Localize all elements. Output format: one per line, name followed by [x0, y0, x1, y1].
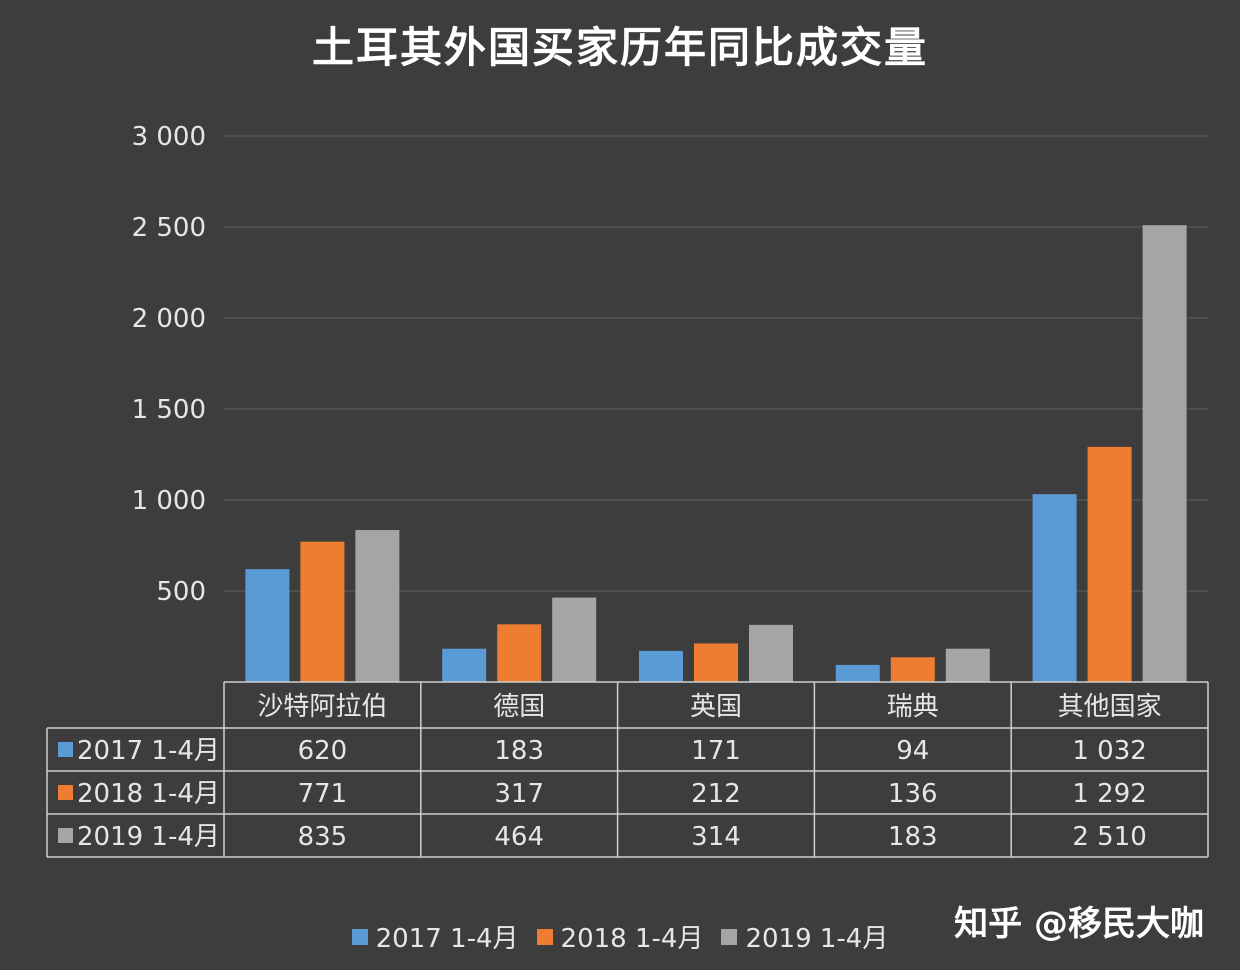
bar [749, 624, 793, 682]
legend: 2017 1-4月 2018 1-4月 2019 1-4月 [0, 918, 1240, 955]
legend-item: 2017 1-4月 [351, 918, 519, 955]
bar [300, 541, 345, 682]
bar [1032, 494, 1077, 682]
y-tick-label: 2 500 [132, 213, 206, 243]
data-label: 183 [494, 736, 544, 766]
data-label: 771 [298, 779, 348, 809]
table-legend-swatch [58, 742, 73, 757]
data-label: 94 [896, 736, 929, 766]
x-tick-label: 德国 [493, 692, 545, 722]
bar [245, 569, 290, 682]
bar [552, 597, 597, 682]
bar [835, 664, 880, 682]
legend-label: 2019 1-4月 [745, 924, 889, 954]
x-tick-label: 瑞典 [887, 692, 939, 722]
x-tick-label: 沙特阿拉伯 [257, 692, 387, 722]
y-axis-ticks: 500 1 000 1 500 2 000 2 500 3 000 [132, 122, 206, 607]
data-label: 464 [494, 822, 544, 852]
series-name: 2018 1-4月 [77, 779, 220, 809]
legend-item: 2018 1-4月 [536, 918, 704, 955]
data-label: 212 [691, 779, 741, 809]
data-label: 620 [298, 736, 348, 766]
bar [442, 648, 487, 682]
legend-swatch [721, 928, 738, 945]
legend-swatch [351, 928, 368, 945]
data-label: 136 [888, 779, 938, 809]
bar [355, 530, 400, 682]
bar [890, 657, 935, 682]
y-tick-label: 1 500 [132, 395, 206, 425]
legend-swatch [536, 928, 553, 945]
series-name: 2019 1-4月 [77, 822, 220, 852]
y-tick-label: 500 [156, 577, 206, 607]
series-name: 2017 1-4月 [77, 736, 220, 766]
table-legend-swatch [58, 828, 73, 843]
data-label: 171 [691, 736, 741, 766]
data-label: 1 032 [1072, 736, 1146, 766]
bar [1087, 446, 1132, 682]
y-tick-label: 2 000 [132, 304, 206, 334]
x-tick-label: 英国 [690, 692, 742, 722]
data-label: 1 292 [1072, 779, 1146, 809]
x-tick-label: 其他国家 [1058, 692, 1162, 722]
data-table: 沙特阿拉伯 德国 英国 瑞典 其他国家 2017 1-4月 620 183 171 94 1 032… [46, 681, 1209, 858]
data-label: 2 510 [1072, 822, 1146, 852]
bar [945, 648, 990, 682]
bar [497, 624, 542, 682]
watermark: 知乎 @移民大咖 [954, 904, 1204, 944]
data-label: 835 [298, 822, 348, 852]
bars [245, 225, 1187, 682]
chart-title: 土耳其外国买家历年同比成交量 [311, 23, 928, 72]
bar-chart: 500 1 000 1 500 2 000 2 500 3 000 沙特阿拉伯 德国 英国 瑞典… [46, 122, 1209, 858]
data-label: 183 [888, 822, 938, 852]
y-tick-label: 3 000 [132, 122, 206, 152]
bar [694, 643, 738, 682]
bar [1142, 225, 1187, 682]
data-label: 317 [494, 779, 544, 809]
bar [639, 650, 683, 682]
legend-item: 2019 1-4月 [721, 918, 888, 955]
y-tick-label: 1 000 [132, 486, 206, 516]
legend-label: 2017 1-4月 [375, 924, 519, 954]
table-legend-swatch [58, 785, 73, 800]
data-label: 314 [691, 822, 741, 852]
legend-label: 2018 1-4月 [560, 924, 704, 954]
